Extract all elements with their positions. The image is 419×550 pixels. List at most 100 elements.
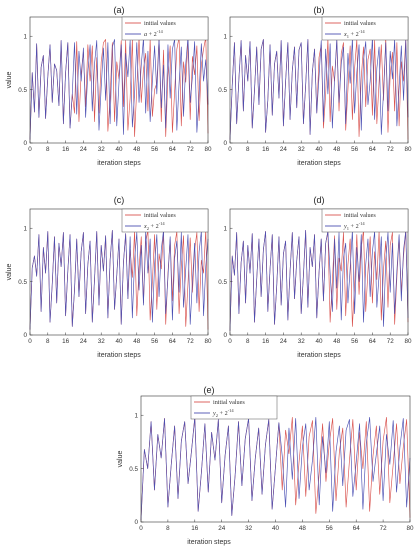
x-tick-label: 80 <box>204 338 212 345</box>
x-tick-label: 72 <box>387 146 395 153</box>
panel-title: (b) <box>314 5 325 15</box>
x-tick-label: 8 <box>246 146 250 153</box>
y-tick-label: 0 <box>223 332 227 339</box>
plot-area: 0 8 16 24 32 40 48 56 64 72 80 0 0.5 1 <box>218 16 412 153</box>
y-tick-label: 1 <box>223 33 227 40</box>
x-tick-label: 48 <box>133 338 141 345</box>
x-tick-label: 0 <box>139 525 143 532</box>
x-tick-label: 16 <box>62 146 70 153</box>
x-tick-label: 8 <box>46 146 50 153</box>
panel-a: (a) value iteration steps 0 8 16 24 32 40 48 56… <box>6 5 212 167</box>
legend-label-perturbed: x1 + 2-14 <box>343 29 365 39</box>
x-tick-label: 64 <box>369 338 377 345</box>
panel-e: (e) value iteration steps 0 8 16 24 32 40 48 56… <box>117 385 414 546</box>
x-tick-label: 56 <box>326 525 334 532</box>
y-tick-label: 0.5 <box>218 87 227 94</box>
x-tick-label: 48 <box>133 146 141 153</box>
x-tick-label: 24 <box>80 338 88 345</box>
legend-label-initial: initial values <box>213 399 245 406</box>
legend-label-initial: initial values <box>344 212 376 219</box>
y-tick-label: 1 <box>23 225 27 232</box>
x-tick-label: 48 <box>299 525 307 532</box>
legend-box <box>321 208 409 233</box>
x-tick-label: 64 <box>369 146 377 153</box>
x-tick-label: 32 <box>98 146 106 153</box>
legend-label-initial: initial values <box>344 20 376 27</box>
x-tick-label: 16 <box>262 338 270 345</box>
x-tick-label: 40 <box>315 146 323 153</box>
x-tick-label: 32 <box>98 338 106 345</box>
x-tick-label: 8 <box>166 525 170 532</box>
legend: initial values a + 2-14 <box>121 16 209 41</box>
x-axis-label: iteration steps <box>297 160 341 167</box>
legend-label-perturbed: a + 2-14 <box>144 29 164 38</box>
legend-label-perturbed: y2 + 2-14 <box>212 408 234 418</box>
x-tick-label: 0 <box>28 338 32 345</box>
series-line-perturbed <box>229 230 409 331</box>
x-tick-label: 64 <box>169 338 177 345</box>
x-tick-label: 8 <box>46 338 50 345</box>
x-tick-label: 8 <box>246 338 250 345</box>
panel-title: (a) <box>114 5 125 15</box>
x-tick-label: 16 <box>62 338 70 345</box>
y-tick-label: 0 <box>223 140 227 147</box>
legend-box <box>190 395 278 420</box>
panel-c: (c) value iteration steps 0 8 16 24 32 40 48 56… <box>6 195 212 359</box>
plot-area: 0 8 16 24 32 40 48 56 64 72 80 0 0.5 1 <box>18 16 212 153</box>
legend-label-perturbed: y1 + 2-14 <box>343 221 365 231</box>
y-tick-label: 0 <box>134 519 138 526</box>
legend: initial values y1 + 2-14 <box>321 208 409 233</box>
x-tick-label: 16 <box>191 525 199 532</box>
x-tick-label: 0 <box>228 338 232 345</box>
panel-title: (c) <box>114 195 125 205</box>
x-tick-label: 24 <box>280 146 288 153</box>
x-tick-label: 32 <box>245 525 253 532</box>
y-tick-label: 0 <box>23 140 27 147</box>
y-tick-label: 1 <box>134 412 138 419</box>
legend: initial values y2 + 2-14 <box>190 395 278 420</box>
series-line-perturbed <box>29 36 209 140</box>
x-tick-label: 24 <box>280 338 288 345</box>
plot-area: 0 8 16 24 32 40 48 56 64 72 80 0 0.5 1 <box>218 208 412 345</box>
series-line-perturbed <box>29 230 209 330</box>
x-axis-label: iteration steps <box>97 352 141 359</box>
y-tick-label: 0.5 <box>218 279 227 286</box>
x-tick-label: 72 <box>387 338 395 345</box>
y-tick-label: 1 <box>23 33 27 40</box>
x-tick-label: 40 <box>115 146 123 153</box>
x-tick-label: 64 <box>169 146 177 153</box>
x-tick-label: 56 <box>351 338 359 345</box>
legend-box <box>321 16 409 41</box>
x-tick-label: 0 <box>228 146 232 153</box>
x-tick-label: 24 <box>218 525 226 532</box>
x-tick-label: 72 <box>187 338 195 345</box>
x-tick-label: 56 <box>151 146 159 153</box>
x-tick-label: 80 <box>404 338 412 345</box>
y-axis-label: value <box>6 264 13 281</box>
x-tick-label: 48 <box>333 338 341 345</box>
x-tick-label: 72 <box>380 525 388 532</box>
x-tick-label: 56 <box>351 146 359 153</box>
x-tick-label: 40 <box>115 338 123 345</box>
legend-box <box>121 16 209 41</box>
y-tick-label: 0.5 <box>129 466 138 473</box>
x-tick-label: 72 <box>187 146 195 153</box>
series-line-perturbed <box>229 36 409 140</box>
x-tick-label: 64 <box>353 525 361 532</box>
legend-box <box>121 208 209 233</box>
x-tick-label: 40 <box>272 525 280 532</box>
x-tick-label: 80 <box>406 525 414 532</box>
x-tick-label: 48 <box>333 146 341 153</box>
panel-title: (d) <box>314 195 325 205</box>
x-tick-label: 0 <box>28 146 32 153</box>
legend: initial values x2 + 2-14 <box>121 208 209 233</box>
panel-d: (d) iteration steps 0 8 16 24 32 40 48 56 64 72 80… <box>218 195 412 359</box>
x-tick-label: 24 <box>80 146 88 153</box>
x-axis-label: iteration steps <box>297 352 341 359</box>
x-tick-label: 40 <box>315 338 323 345</box>
legend: initial values x1 + 2-14 <box>321 16 409 41</box>
x-tick-label: 32 <box>298 338 306 345</box>
x-axis-label: iteration steps <box>187 539 231 546</box>
y-tick-label: 0 <box>23 332 27 339</box>
